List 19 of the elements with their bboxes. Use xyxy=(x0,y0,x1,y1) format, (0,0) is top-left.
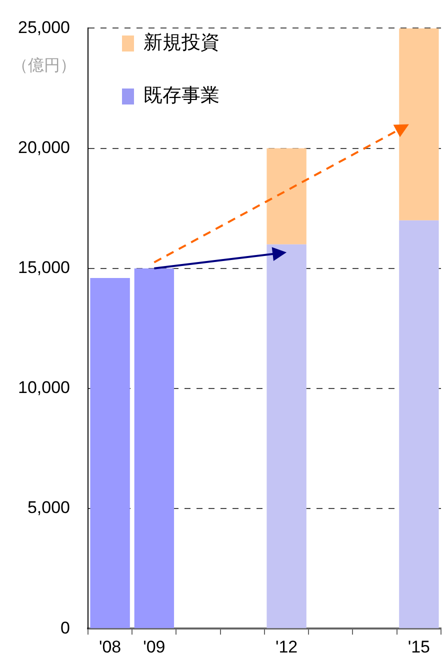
bar xyxy=(134,268,174,628)
y-tick-label: 20,000 xyxy=(18,138,70,157)
x-tick-label: '09 xyxy=(143,637,166,656)
x-tick-label: '12 xyxy=(275,637,298,656)
y-tick-label: 0 xyxy=(60,618,70,638)
y-tick-label: 10,000 xyxy=(18,378,70,398)
bar xyxy=(90,278,130,628)
bar xyxy=(399,28,439,220)
bar xyxy=(266,244,306,628)
bar xyxy=(266,148,306,244)
y-tick-label: 5,000 xyxy=(27,498,70,518)
x-tick-label: '08 xyxy=(98,637,122,656)
y-tick-label: 15,000 xyxy=(18,258,70,278)
x-tick-label: '15 xyxy=(408,637,430,656)
legend-label: 新規投資 xyxy=(143,31,220,54)
legend-label: 既存事業 xyxy=(143,84,220,106)
y-axis-title: （億円） xyxy=(12,55,76,74)
y-tick-label: 25,000 xyxy=(18,18,70,37)
bar xyxy=(399,220,439,628)
